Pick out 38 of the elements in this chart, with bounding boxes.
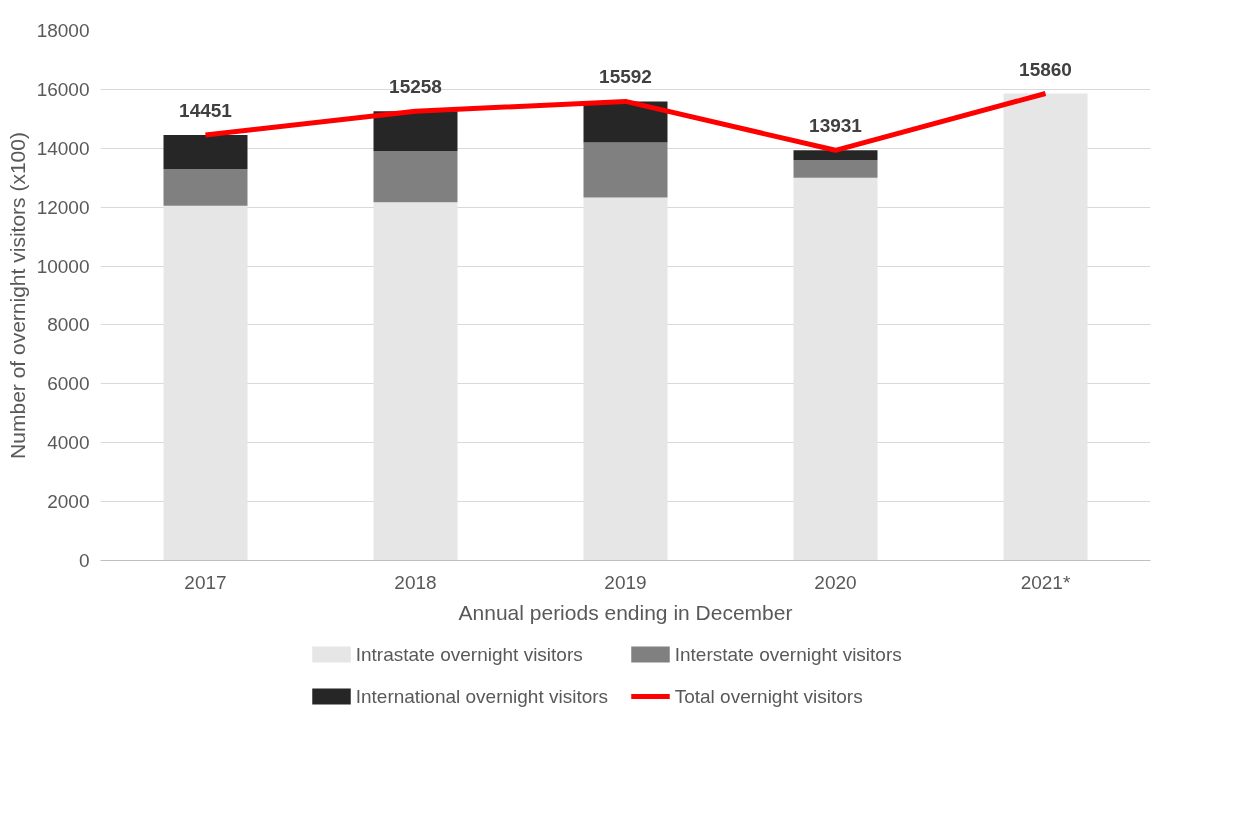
data-label: 14451 — [179, 100, 233, 121]
bar — [163, 135, 248, 169]
legend-label: International overnight visitors — [355, 686, 609, 707]
y-tick-label: 0 — [78, 550, 90, 571]
bar — [1003, 93, 1088, 561]
data-label: 13931 — [809, 115, 863, 137]
y-tick-label: 14000 — [36, 137, 90, 159]
bar — [163, 205, 248, 561]
x-tick-label: 2018 — [394, 571, 437, 593]
bar — [373, 150, 458, 203]
y-tick-label: 6000 — [47, 373, 90, 395]
bar — [793, 177, 878, 561]
y-axis-title: Number of overnight visitors (x100) — [5, 132, 29, 459]
y-tick-label: 10000 — [36, 255, 90, 277]
bar — [163, 168, 248, 206]
legend-label: Total overnight visitors — [674, 686, 863, 707]
legend-label: Intrastate overnight visitors — [355, 644, 583, 665]
legend-label: Interstate overnight visitors — [674, 644, 902, 665]
bar — [583, 197, 668, 561]
x-tick-label: 2020 — [814, 571, 857, 593]
y-tick-label: 16000 — [36, 78, 90, 100]
x-axis-title: Annual periods ending in December — [458, 600, 793, 624]
bar — [373, 202, 458, 561]
x-tick-label: 2021* — [1020, 571, 1071, 593]
x-tick-label: 2017 — [184, 571, 227, 593]
y-tick-label: 18000 — [36, 20, 90, 41]
y-tick-label: 4000 — [47, 432, 90, 454]
y-tick-label: 8000 — [47, 314, 90, 336]
bar — [793, 150, 878, 161]
y-tick-label: 2000 — [47, 491, 90, 513]
bar — [793, 160, 878, 178]
bar — [583, 142, 668, 198]
data-label: 15592 — [599, 66, 652, 88]
data-label: 15860 — [1019, 58, 1072, 80]
data-label: 15258 — [389, 76, 442, 98]
x-tick-label: 2019 — [604, 571, 647, 593]
y-tick-label: 12000 — [36, 196, 90, 218]
bar — [373, 111, 458, 151]
